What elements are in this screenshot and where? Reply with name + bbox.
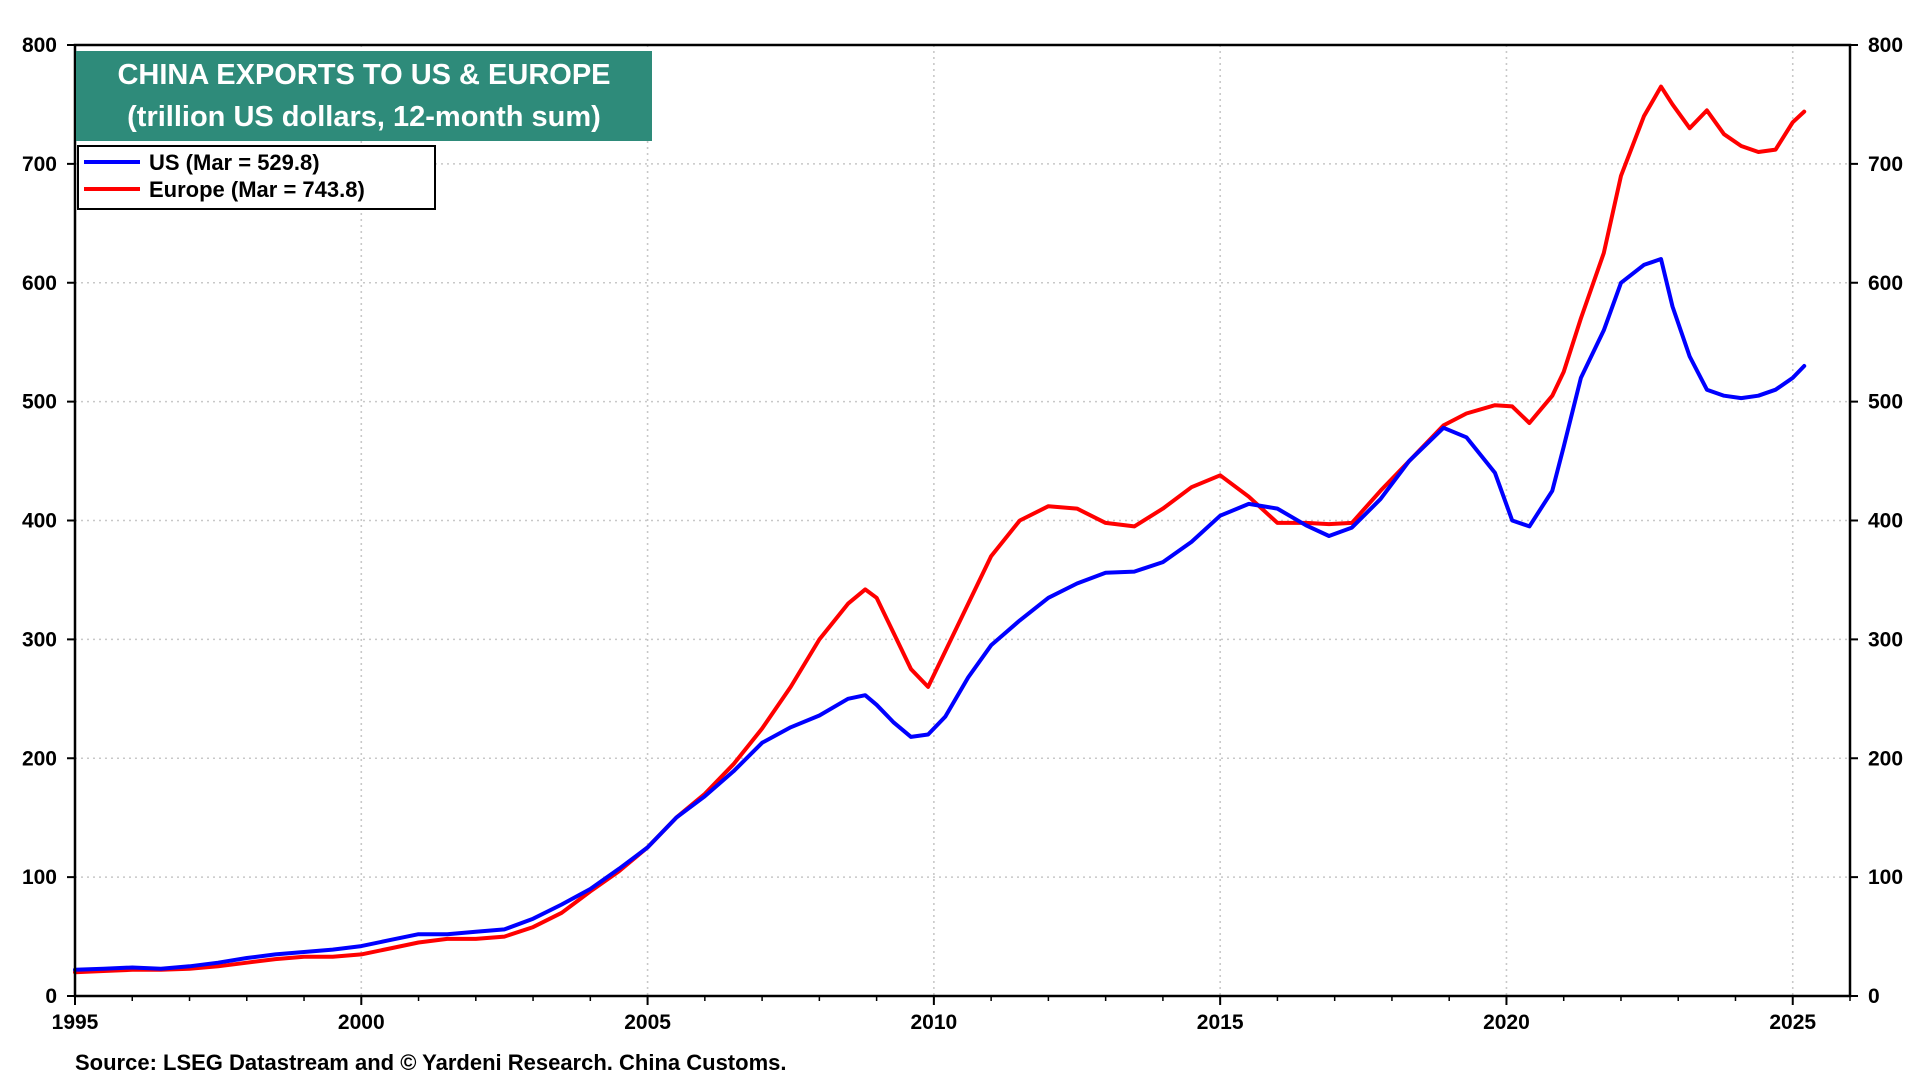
- y-tick-label-left: 600: [22, 272, 57, 295]
- y-tick-label-left: 0: [45, 985, 57, 1008]
- axes: 0 0 100 100 200 200 300 300 400 400 500 500 600 600 70…: [22, 34, 1903, 1034]
- x-tick-label: 1995: [52, 1011, 99, 1034]
- series-line-us: [73, 257, 1807, 972]
- legend-label-europe: Europe (Mar = 743.8): [149, 177, 365, 202]
- title-background: [76, 51, 652, 141]
- x-tick-label: 2025: [1769, 1011, 1816, 1034]
- y-tick-label-left: 500: [22, 391, 57, 414]
- chart-subtitle: (trillion US dollars, 12-month sum): [127, 101, 601, 133]
- y-tick-label-right: 100: [1868, 866, 1903, 889]
- y-tick-label-left: 100: [22, 866, 57, 889]
- y-tick-label-right: 200: [1868, 747, 1903, 770]
- chart-title: CHINA EXPORTS TO US & EUROPE: [117, 59, 610, 91]
- y-tick-label-left: 800: [22, 34, 57, 57]
- x-tick-label: 2005: [624, 1011, 671, 1034]
- x-tick-label: 2000: [338, 1011, 385, 1034]
- source-note: Source: LSEG Datastream and © Yardeni Re…: [75, 1050, 786, 1075]
- y-tick-label-left: 200: [22, 747, 57, 770]
- y-tick-label-right: 400: [1868, 510, 1903, 533]
- y-tick-label-right: 0: [1868, 985, 1880, 1008]
- y-tick-label-left: 300: [22, 628, 57, 651]
- y-tick-label-right: 300: [1868, 628, 1903, 651]
- legend-label-us: US (Mar = 529.8): [149, 150, 320, 175]
- series-lines: [73, 84, 1807, 975]
- y-tick-label-left: 400: [22, 510, 57, 533]
- y-tick-label-right: 800: [1868, 34, 1903, 57]
- x-tick-label: 2010: [911, 1011, 958, 1034]
- y-tick-label-right: 700: [1868, 153, 1903, 176]
- legend-box: [77, 145, 436, 210]
- y-tick-label-left: 700: [22, 153, 57, 176]
- x-tick-label: 2015: [1197, 1011, 1244, 1034]
- x-tick-label: 2020: [1483, 1011, 1530, 1034]
- title-box: CHINA EXPORTS TO US & EUROPE (trillion U…: [76, 51, 652, 141]
- y-tick-label-right: 600: [1868, 272, 1903, 295]
- legend: US (Mar = 529.8) Europe (Mar = 743.8): [77, 145, 436, 210]
- series-line-europe: [73, 84, 1807, 975]
- y-tick-label-right: 500: [1868, 391, 1903, 414]
